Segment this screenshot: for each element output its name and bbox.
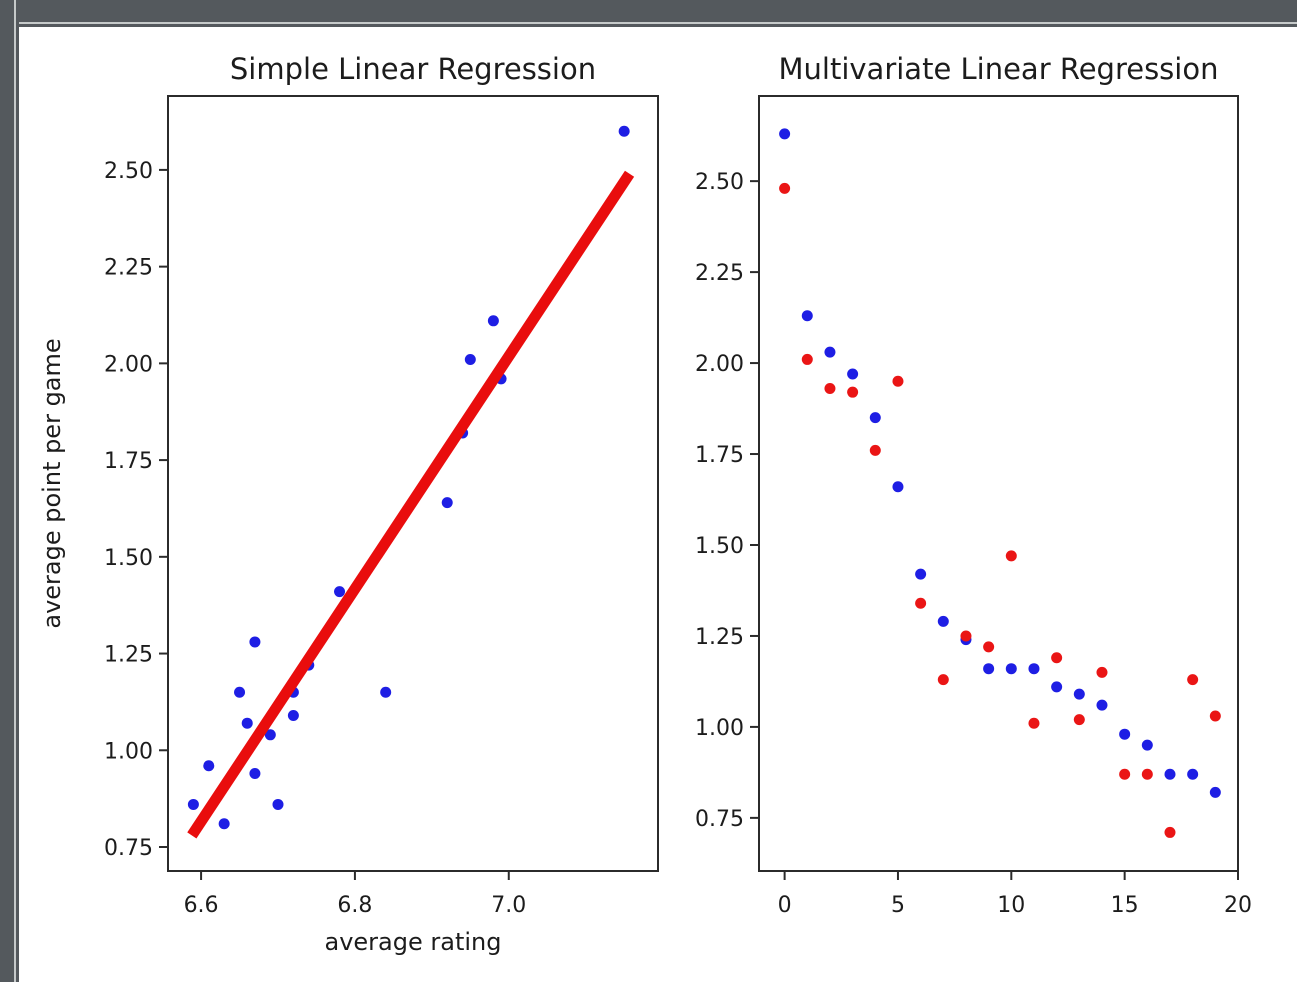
window-frame-top xyxy=(0,0,1297,22)
y-tick-label: 0.75 xyxy=(695,807,744,832)
predicted-values-marker xyxy=(779,182,791,194)
data-points-marker xyxy=(441,497,453,509)
subplot-0: 6.6 6.8 7.0 0.75 1.00 1.25 1.50 1.75 2.00 2.25 2.5… xyxy=(38,52,659,956)
window-frame-left-highlight xyxy=(14,0,16,982)
y-tick-label: 2.50 xyxy=(104,159,153,184)
y-tick-label: 1.75 xyxy=(104,449,153,474)
axes-frame xyxy=(758,95,1239,872)
predicted-values-marker xyxy=(801,353,813,365)
actual-values-marker xyxy=(847,368,859,380)
y-tick-label: 2.25 xyxy=(695,261,744,286)
predicted-values-marker xyxy=(1209,710,1221,722)
y-axis-label: average point per game xyxy=(38,338,66,628)
actual-values-marker xyxy=(892,481,904,493)
data-points-marker xyxy=(287,709,299,721)
y-tick-label: 1.75 xyxy=(695,443,744,468)
predicted-values-marker xyxy=(824,383,836,395)
actual-values-marker xyxy=(1187,768,1199,780)
data-points-marker xyxy=(241,717,253,729)
window-frame-top-highlight xyxy=(0,22,1297,24)
actual-values-marker xyxy=(801,310,813,322)
actual-values-marker xyxy=(824,346,836,358)
y-tick-label: 1.25 xyxy=(695,625,744,650)
x-tick-label: 6.6 xyxy=(184,893,219,918)
x-tick-label: 7.0 xyxy=(491,893,526,918)
data-points-marker xyxy=(272,798,284,810)
actual-values-marker xyxy=(1096,699,1108,711)
data-points-marker xyxy=(234,686,246,698)
y-tick-label: 1.00 xyxy=(104,739,153,764)
data-points-marker xyxy=(249,767,261,779)
x-tick-label: 5 xyxy=(891,893,905,918)
actual-values-marker xyxy=(1005,663,1017,675)
predicted-values-marker xyxy=(1164,826,1176,838)
window-frame-left xyxy=(0,0,14,982)
regression-line xyxy=(187,170,635,839)
x-axis-label: average rating xyxy=(325,928,502,956)
y-tick-label: 2.00 xyxy=(104,352,153,377)
actual-values-marker xyxy=(1209,786,1221,798)
predicted-values-marker xyxy=(1073,714,1085,726)
data-points-marker xyxy=(264,729,276,741)
x-tick-label: 10 xyxy=(997,893,1025,918)
predicted-values-marker xyxy=(1141,768,1153,780)
predicted-values-marker xyxy=(1187,674,1199,686)
data-points-marker xyxy=(203,760,215,772)
y-tick-label: 2.50 xyxy=(695,170,744,195)
data-points-marker xyxy=(187,798,199,810)
actual-values-marker xyxy=(983,663,995,675)
data-points-marker xyxy=(487,315,499,327)
actual-values-marker xyxy=(1051,681,1063,693)
y-tick-label: 2.25 xyxy=(104,256,153,281)
predicted-values-marker xyxy=(1051,652,1063,664)
predicted-values-marker xyxy=(869,444,881,456)
actual-values-marker xyxy=(1119,728,1131,740)
actual-values-marker xyxy=(915,568,927,580)
x-tick-label: 15 xyxy=(1111,893,1139,918)
data-points-marker xyxy=(334,586,346,598)
data-points-marker xyxy=(249,636,261,648)
actual-values-marker xyxy=(937,615,949,627)
window-frame-left-inner xyxy=(16,0,19,982)
x-tick-label: 20 xyxy=(1224,893,1252,918)
plot-title: Multivariate Linear Regression xyxy=(779,52,1219,86)
actual-values-marker xyxy=(1073,688,1085,700)
predicted-values-marker xyxy=(937,674,949,686)
plot-title: Simple Linear Regression xyxy=(230,52,596,86)
predicted-values-marker xyxy=(1028,717,1040,729)
predicted-values-marker xyxy=(847,386,859,398)
predicted-values-marker xyxy=(1096,666,1108,678)
actual-values-marker xyxy=(869,412,881,424)
x-tick-label: 0 xyxy=(778,893,792,918)
window-frame-top-inner xyxy=(0,24,1297,27)
data-points-marker xyxy=(380,686,392,698)
y-tick-label: 0.75 xyxy=(104,836,153,861)
actual-values-marker xyxy=(1028,663,1040,675)
predicted-values-marker xyxy=(1005,550,1017,562)
data-points-marker xyxy=(218,818,230,830)
predicted-values-marker xyxy=(983,641,995,653)
data-points-marker xyxy=(464,353,476,365)
predicted-values-marker xyxy=(960,630,972,642)
y-tick-label: 1.25 xyxy=(104,643,153,668)
y-tick-label: 2.00 xyxy=(695,352,744,377)
x-tick-label: 6.8 xyxy=(337,893,372,918)
axes-frame xyxy=(167,95,659,872)
predicted-values-marker xyxy=(892,375,904,387)
predicted-values-marker xyxy=(915,597,927,609)
actual-values-marker xyxy=(1164,768,1176,780)
data-points-marker xyxy=(618,125,630,137)
subplot-1: 0 5 10 15 20 0.75 1.00 1.25 1.50 1.75 2.00 2.25 2.50… xyxy=(695,52,1252,918)
actual-values-marker xyxy=(779,128,791,140)
actual-values-marker xyxy=(1141,739,1153,751)
predicted-values-marker xyxy=(1119,768,1131,780)
y-tick-label: 1.00 xyxy=(695,716,744,741)
y-tick-label: 1.50 xyxy=(104,546,153,571)
y-tick-label: 1.50 xyxy=(695,534,744,559)
